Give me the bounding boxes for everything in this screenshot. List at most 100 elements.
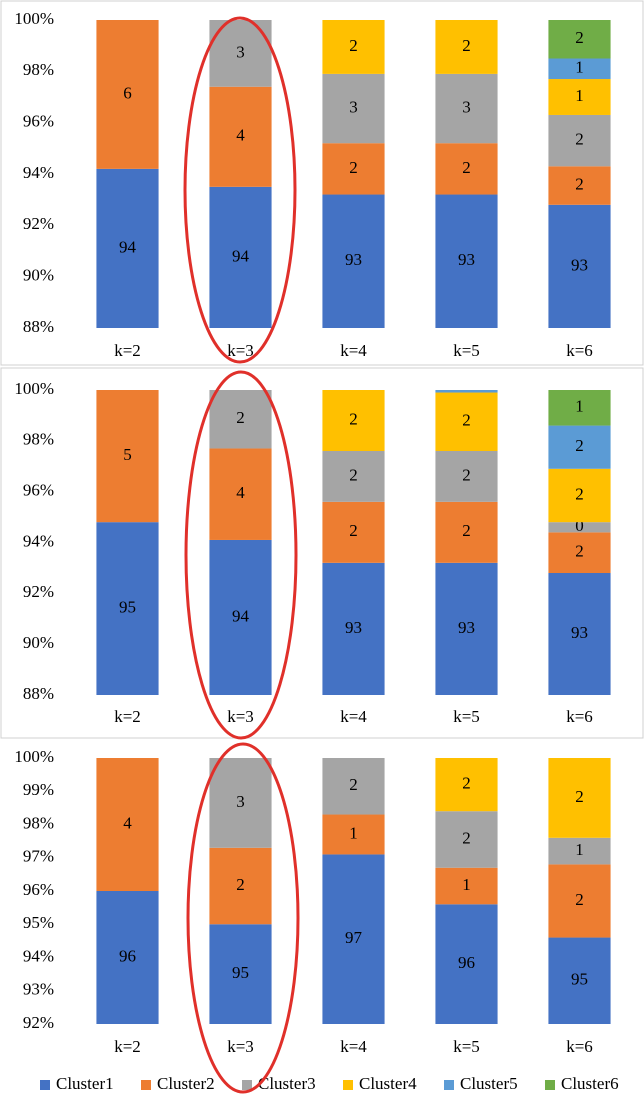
x-tick-label: k=3 — [227, 707, 254, 726]
bar-segment — [96, 390, 159, 523]
bar-segment — [548, 758, 611, 838]
data-label: 1 — [575, 86, 584, 105]
y-tick-label: 93% — [23, 980, 54, 999]
bar-segment — [435, 562, 498, 695]
panel-border — [0, 367, 644, 739]
legend-label: Cluster1 — [56, 1074, 114, 1093]
data-label: 5 — [123, 445, 132, 464]
data-label: 2 — [575, 484, 584, 503]
bar-segment — [435, 143, 498, 195]
bar-segment — [435, 867, 498, 905]
y-tick-label: 98% — [23, 430, 54, 449]
data-label: 94 — [232, 606, 250, 625]
data-label: 1 — [575, 58, 584, 77]
data-label: 4 — [123, 813, 132, 832]
bar-segment — [209, 539, 272, 695]
bar-segment — [209, 186, 272, 328]
y-tick-label: 88% — [23, 684, 54, 703]
y-tick-label: 96% — [23, 481, 54, 500]
legend-swatch — [141, 1080, 151, 1090]
data-label: 2 — [462, 465, 471, 484]
x-tick-label: k=5 — [453, 1037, 480, 1056]
bar-segment — [209, 448, 272, 540]
bar-segment — [548, 532, 611, 573]
x-tick-label: k=3 — [227, 341, 254, 360]
data-label: 1 — [575, 397, 584, 416]
y-tick-label: 90% — [23, 633, 54, 652]
data-label: 0 — [575, 516, 584, 535]
data-label: 1 — [575, 840, 584, 859]
x-tick-label: k=3 — [227, 1037, 254, 1056]
highlight-ellipse — [184, 370, 298, 740]
data-label: 93 — [345, 250, 362, 269]
y-tick-label: 98% — [23, 813, 54, 832]
legend-label: Cluster2 — [157, 1074, 215, 1093]
data-label: 2 — [575, 436, 584, 455]
legend-label: Cluster6 — [561, 1074, 619, 1093]
data-label: 2 — [575, 890, 584, 909]
bar-segment — [435, 73, 498, 144]
data-label: 2 — [575, 787, 584, 806]
bar-segment — [435, 20, 498, 74]
bar-segment — [435, 194, 498, 328]
bar-segment — [96, 891, 159, 1024]
legend-swatch — [343, 1080, 353, 1090]
y-tick-label: 94% — [23, 163, 54, 182]
data-label: 93 — [571, 623, 588, 642]
data-label: 2 — [462, 36, 471, 55]
bar-segment — [322, 451, 385, 502]
panel-border — [0, 0, 644, 366]
data-label: 97 — [345, 928, 363, 947]
highlight-ellipse — [183, 16, 297, 364]
x-tick-label: k=4 — [340, 707, 367, 726]
data-label: 2 — [349, 775, 358, 794]
data-label: 4 — [236, 483, 245, 502]
bar-segment — [96, 168, 159, 328]
y-tick-label: 95% — [23, 913, 54, 932]
y-tick-label: 90% — [23, 266, 54, 285]
y-tick-label: 92% — [23, 582, 54, 601]
x-tick-label: k=4 — [340, 1037, 367, 1056]
data-label: 2 — [462, 828, 471, 847]
x-tick-label: k=2 — [114, 707, 141, 726]
bar-segment — [548, 522, 611, 533]
bar-segment — [322, 562, 385, 695]
legend-swatch — [40, 1080, 50, 1090]
bar-segment — [435, 451, 498, 502]
bar-segment — [548, 58, 611, 80]
bar-segment — [435, 392, 498, 451]
legend-label: Cluster3 — [258, 1074, 316, 1093]
bar-segment — [209, 758, 272, 848]
data-label: 2 — [575, 130, 584, 149]
legend-label: Cluster5 — [460, 1074, 518, 1093]
data-label: 95 — [119, 597, 136, 616]
bar-segment — [322, 73, 385, 144]
y-tick-label: 94% — [23, 531, 54, 550]
data-label: 95 — [232, 963, 249, 982]
y-tick-label: 94% — [23, 946, 54, 965]
data-label: 95 — [571, 970, 588, 989]
data-label: 96 — [119, 946, 136, 965]
x-tick-label: k=5 — [453, 341, 480, 360]
bar-segment — [548, 425, 611, 469]
data-label: 6 — [123, 83, 132, 102]
x-tick-label: k=2 — [114, 1037, 141, 1056]
y-tick-label: 99% — [23, 780, 54, 799]
legend-swatch — [545, 1080, 555, 1090]
bar-segment — [548, 20, 611, 59]
bar-segment — [548, 837, 611, 865]
bar-segment — [548, 114, 611, 167]
bar-segment — [435, 501, 498, 563]
data-label: 1 — [349, 823, 358, 842]
y-tick-label: 92% — [23, 214, 54, 233]
y-tick-label: 100% — [14, 379, 54, 398]
bar-segment — [209, 390, 272, 449]
data-label: 2 — [236, 408, 245, 427]
bar-segment — [548, 79, 611, 115]
highlight-ellipse — [186, 742, 300, 1094]
data-label: 3 — [349, 97, 358, 116]
data-label: 2 — [575, 542, 584, 561]
data-label: 2 — [349, 465, 358, 484]
data-label: 2 — [462, 158, 471, 177]
